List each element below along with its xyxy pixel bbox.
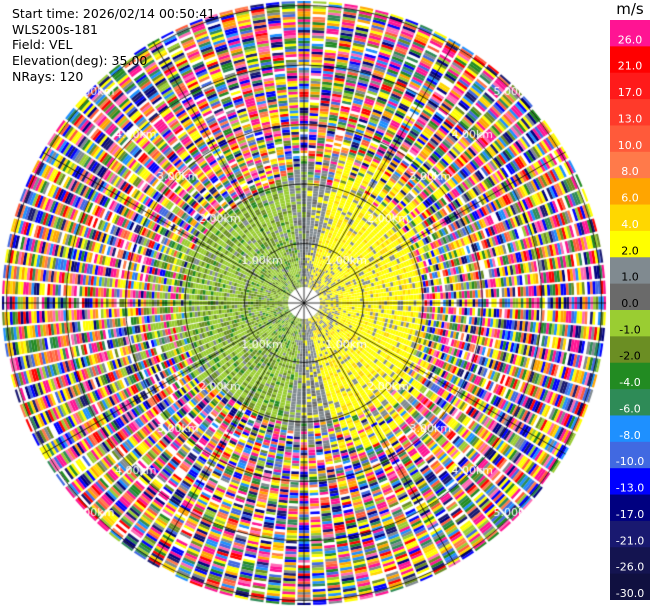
colorbar-bin — [610, 468, 650, 496]
velocity-ppi-plot — [0, 0, 610, 610]
colorbar-tick-label: 21.0 — [618, 60, 643, 73]
colorbar-bin — [610, 389, 650, 416]
colorbar-bin — [610, 283, 650, 311]
elevation-label: Elevation(deg): 35.00 — [12, 53, 148, 68]
colorbar-tick-label: 4.0 — [621, 218, 639, 231]
colorbar-bin — [610, 151, 650, 179]
colorbar-tick-label: 26.0 — [618, 33, 643, 46]
colorbar-tick-label: -13.0 — [616, 482, 644, 495]
colorbar-bin — [610, 441, 650, 469]
colorbar-tick-label: -10.0 — [616, 455, 644, 468]
colorbar-tick-label: 1.0 — [621, 271, 639, 284]
colorbar-tick-label: 10.0 — [618, 139, 643, 152]
colorbar-bin — [610, 99, 650, 126]
colorbar-bin — [610, 72, 650, 100]
colorbar-tick-label: 13.0 — [618, 112, 643, 125]
colorbar-tick-label: 0.0 — [621, 297, 639, 310]
station-label: WLS200s-181 — [12, 22, 98, 37]
field-label: Field: VEL — [12, 37, 73, 52]
colorbar-bin — [610, 494, 650, 522]
colorbar-tick-label: -4.0 — [619, 376, 640, 389]
colorbar-bin — [610, 125, 650, 153]
colorbar-bin — [610, 573, 650, 600]
colorbar-tick-label: 17.0 — [618, 86, 643, 99]
colorbar-tick-label: -26.0 — [616, 561, 644, 574]
colorbar-tick-label: 8.0 — [621, 165, 639, 178]
colorbar-bin — [610, 362, 650, 390]
colorbar-tick-label: 6.0 — [621, 192, 639, 205]
colorbar-bin — [610, 415, 650, 443]
colorbar-bin — [610, 46, 650, 74]
colorbar-tick-label: -30.0 — [616, 587, 644, 600]
nrays-label: NRays: 120 — [12, 69, 84, 84]
colorbar-bin — [610, 310, 650, 337]
colorbar-tick-label: -1.0 — [619, 323, 640, 336]
colorbar-unit-label: m/s — [616, 0, 644, 18]
colorbar-bin — [610, 257, 650, 285]
start-time-label: Start time: 2026/02/14 00:50:41 — [12, 6, 216, 21]
colorbar-tick-label: -21.0 — [616, 534, 644, 547]
colorbar-bin — [610, 547, 650, 575]
colorbar-tick-label: 2.0 — [621, 244, 639, 257]
colorbar-bin — [610, 178, 650, 206]
colorbar-bin — [610, 204, 650, 232]
colorbar-tick-label: -17.0 — [616, 508, 644, 521]
colorbar-tick-label: -8.0 — [619, 429, 640, 442]
colorbar-bin — [610, 520, 650, 548]
velocity-colorbar: 26.0 21.0 17.0 13.0 10.0 8.0 6.0 4.0 2.0 1.0 0.0 -1… — [610, 20, 650, 600]
colorbar-bin — [610, 20, 650, 47]
colorbar-bin — [610, 230, 650, 258]
colorbar-tick-label: -6.0 — [619, 402, 640, 415]
colorbar-tick-label: -2.0 — [619, 350, 640, 363]
colorbar-bin — [610, 336, 650, 364]
